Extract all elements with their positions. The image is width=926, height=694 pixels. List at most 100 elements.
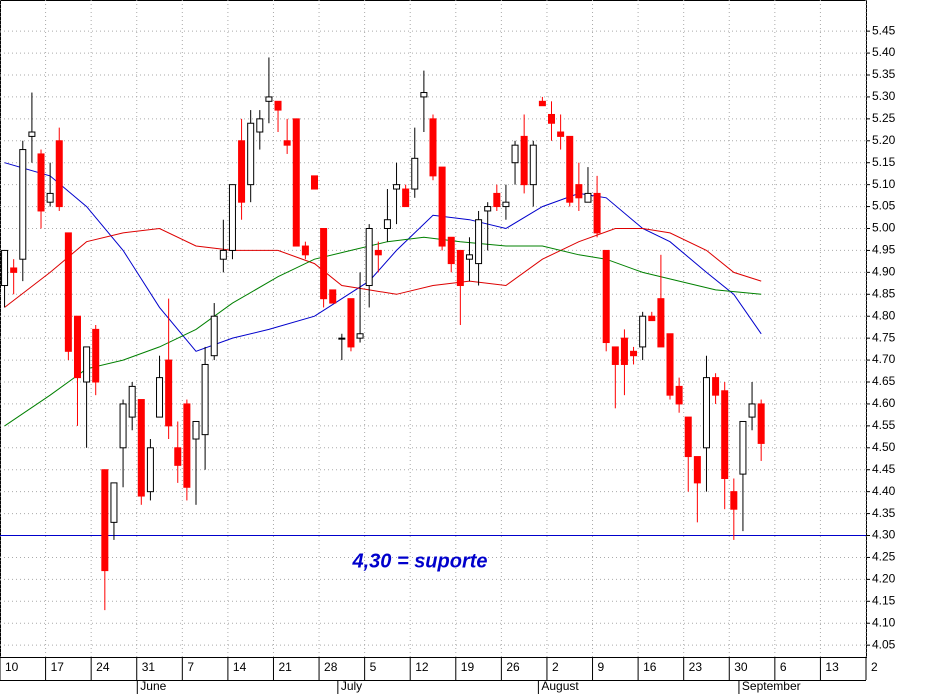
candle-body xyxy=(55,140,63,208)
x-tick-label: 2 xyxy=(871,660,878,674)
y-tick-label: 4.80 xyxy=(872,308,896,322)
candle-body xyxy=(238,140,246,203)
x-tick-label: 24 xyxy=(96,660,110,674)
candle-body xyxy=(739,420,747,475)
x-tick-label: 21 xyxy=(278,660,292,674)
y-tick-label: 5.00 xyxy=(872,221,896,235)
candle-body xyxy=(693,456,701,484)
x-tick-label: 16 xyxy=(643,660,657,674)
candle-body xyxy=(657,298,665,348)
candle-body xyxy=(602,249,610,344)
y-tick-label: 4.20 xyxy=(872,572,896,586)
x-tick-label: 30 xyxy=(734,660,748,674)
x-tick-label: 28 xyxy=(324,660,338,674)
candle-body xyxy=(630,350,638,357)
y-tick-label: 4.70 xyxy=(872,352,896,366)
candle-body xyxy=(19,149,27,260)
y-tick-label: 5.45 xyxy=(872,23,896,37)
candle-body xyxy=(648,315,656,322)
candle-body xyxy=(329,289,337,304)
x-tick-label: 17 xyxy=(51,660,65,674)
candle-body xyxy=(156,377,164,418)
moving-average xyxy=(4,162,762,352)
x-tick-label: 9 xyxy=(598,660,605,674)
candle-body xyxy=(301,245,309,256)
y-tick-label: 4.65 xyxy=(872,374,896,388)
candle-body xyxy=(374,249,382,256)
candle-body xyxy=(110,482,118,523)
candle-body xyxy=(538,100,546,107)
candle-body xyxy=(64,232,72,352)
y-tick-label: 4.60 xyxy=(872,396,896,410)
candle-body xyxy=(356,333,364,339)
x-tick-label: 10 xyxy=(5,660,19,674)
candle-body xyxy=(484,206,492,212)
candle-body xyxy=(274,100,282,111)
candle-body xyxy=(757,403,765,444)
month-label: September xyxy=(742,679,801,693)
y-tick-label: 4.85 xyxy=(872,286,896,300)
candle-body xyxy=(73,315,81,379)
y-tick-label: 5.30 xyxy=(872,89,896,103)
candle-body xyxy=(165,359,173,427)
candle-body xyxy=(493,192,501,208)
y-tick-label: 4.45 xyxy=(872,462,896,476)
candle-body xyxy=(347,298,355,348)
candle-body xyxy=(28,131,36,137)
month-label: June xyxy=(140,679,166,693)
candle-body xyxy=(292,118,300,247)
x-tick-label: 26 xyxy=(506,660,520,674)
candle-body xyxy=(137,399,145,497)
candle-body xyxy=(456,249,464,287)
moving-average xyxy=(4,236,762,427)
candle-body xyxy=(575,184,583,199)
annotation: 4,30 = suporte xyxy=(351,550,487,572)
candle-body xyxy=(83,346,91,383)
candle-body xyxy=(174,447,182,466)
candle-body xyxy=(402,188,410,208)
candle-body xyxy=(101,469,109,572)
candle-body xyxy=(119,403,127,449)
candle-body xyxy=(256,118,264,133)
candle-body xyxy=(192,420,200,440)
x-tick-label: 31 xyxy=(142,660,156,674)
y-tick-label: 4.90 xyxy=(872,265,896,279)
y-tick-label: 5.40 xyxy=(872,45,896,59)
x-tick-label: 13 xyxy=(825,660,839,674)
candle-body xyxy=(721,390,729,479)
candle-body xyxy=(411,157,419,190)
candle-body xyxy=(92,328,100,383)
moving-average xyxy=(4,227,762,308)
candle-body xyxy=(247,122,255,186)
x-tick-label: 14 xyxy=(233,660,247,674)
candle-body xyxy=(383,219,391,230)
candle-body xyxy=(146,447,154,493)
y-tick-label: 4.50 xyxy=(872,440,896,454)
y-tick-label: 5.20 xyxy=(872,133,896,147)
candle-body xyxy=(420,92,428,98)
y-tick-label: 4.75 xyxy=(872,330,896,344)
candle-body xyxy=(210,315,218,357)
y-tick-label: 4.40 xyxy=(872,484,896,498)
candle-body xyxy=(219,249,227,260)
candle-body xyxy=(748,403,756,418)
y-tick-label: 4.05 xyxy=(872,637,896,651)
candle-body xyxy=(702,377,710,449)
candle-body xyxy=(128,385,136,418)
y-tick-label: 4.95 xyxy=(872,243,896,257)
y-tick-label: 4.35 xyxy=(872,506,896,520)
candle-body xyxy=(520,135,528,186)
x-tick-label: 12 xyxy=(415,660,429,674)
x-tick-label: 2 xyxy=(552,660,559,674)
candle-body xyxy=(566,135,574,203)
candle-body xyxy=(338,337,346,340)
candle-body xyxy=(310,175,318,190)
month-label: August xyxy=(541,679,579,693)
y-tick-label: 5.25 xyxy=(872,111,896,125)
candle-body xyxy=(393,184,401,190)
x-tick-label: 5 xyxy=(370,660,377,674)
candle-body xyxy=(639,315,647,348)
candle-body xyxy=(10,267,18,273)
